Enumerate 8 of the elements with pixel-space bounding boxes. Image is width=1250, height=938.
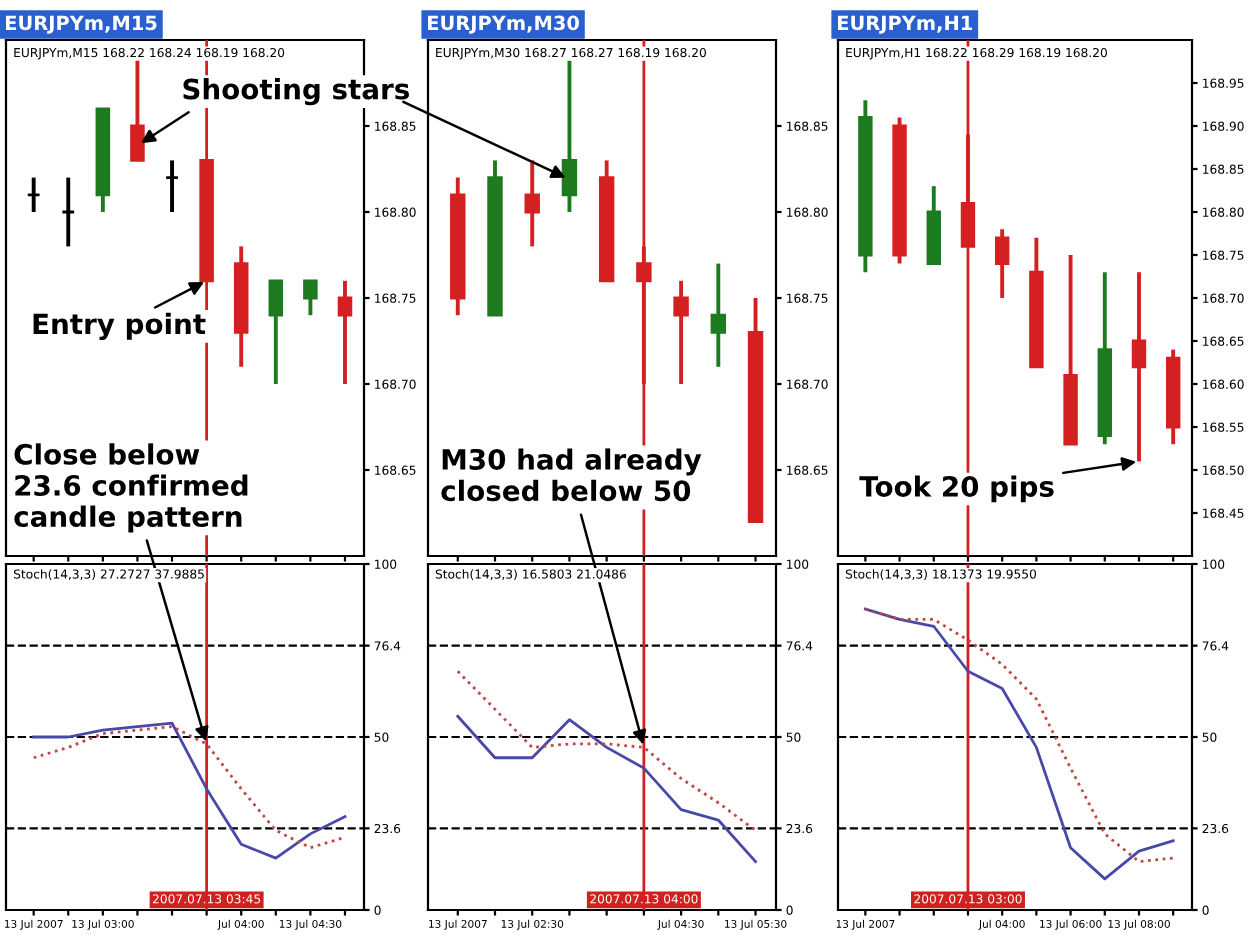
annotation: Shooting stars (183, 78, 409, 106)
chart-title: EURJPYm,M30 (428, 15, 579, 34)
chart-title: EURJPYm,H1 (838, 15, 972, 34)
annotation: Took 20 pips (859, 475, 1054, 503)
chart-title: EURJPYm,M15 (6, 15, 157, 34)
annotation: M30 had already closed below 50 (441, 448, 702, 502)
annotation: Close below 23.6 confirmed candle pattern (14, 443, 248, 533)
annotation: Entry point (33, 312, 206, 340)
